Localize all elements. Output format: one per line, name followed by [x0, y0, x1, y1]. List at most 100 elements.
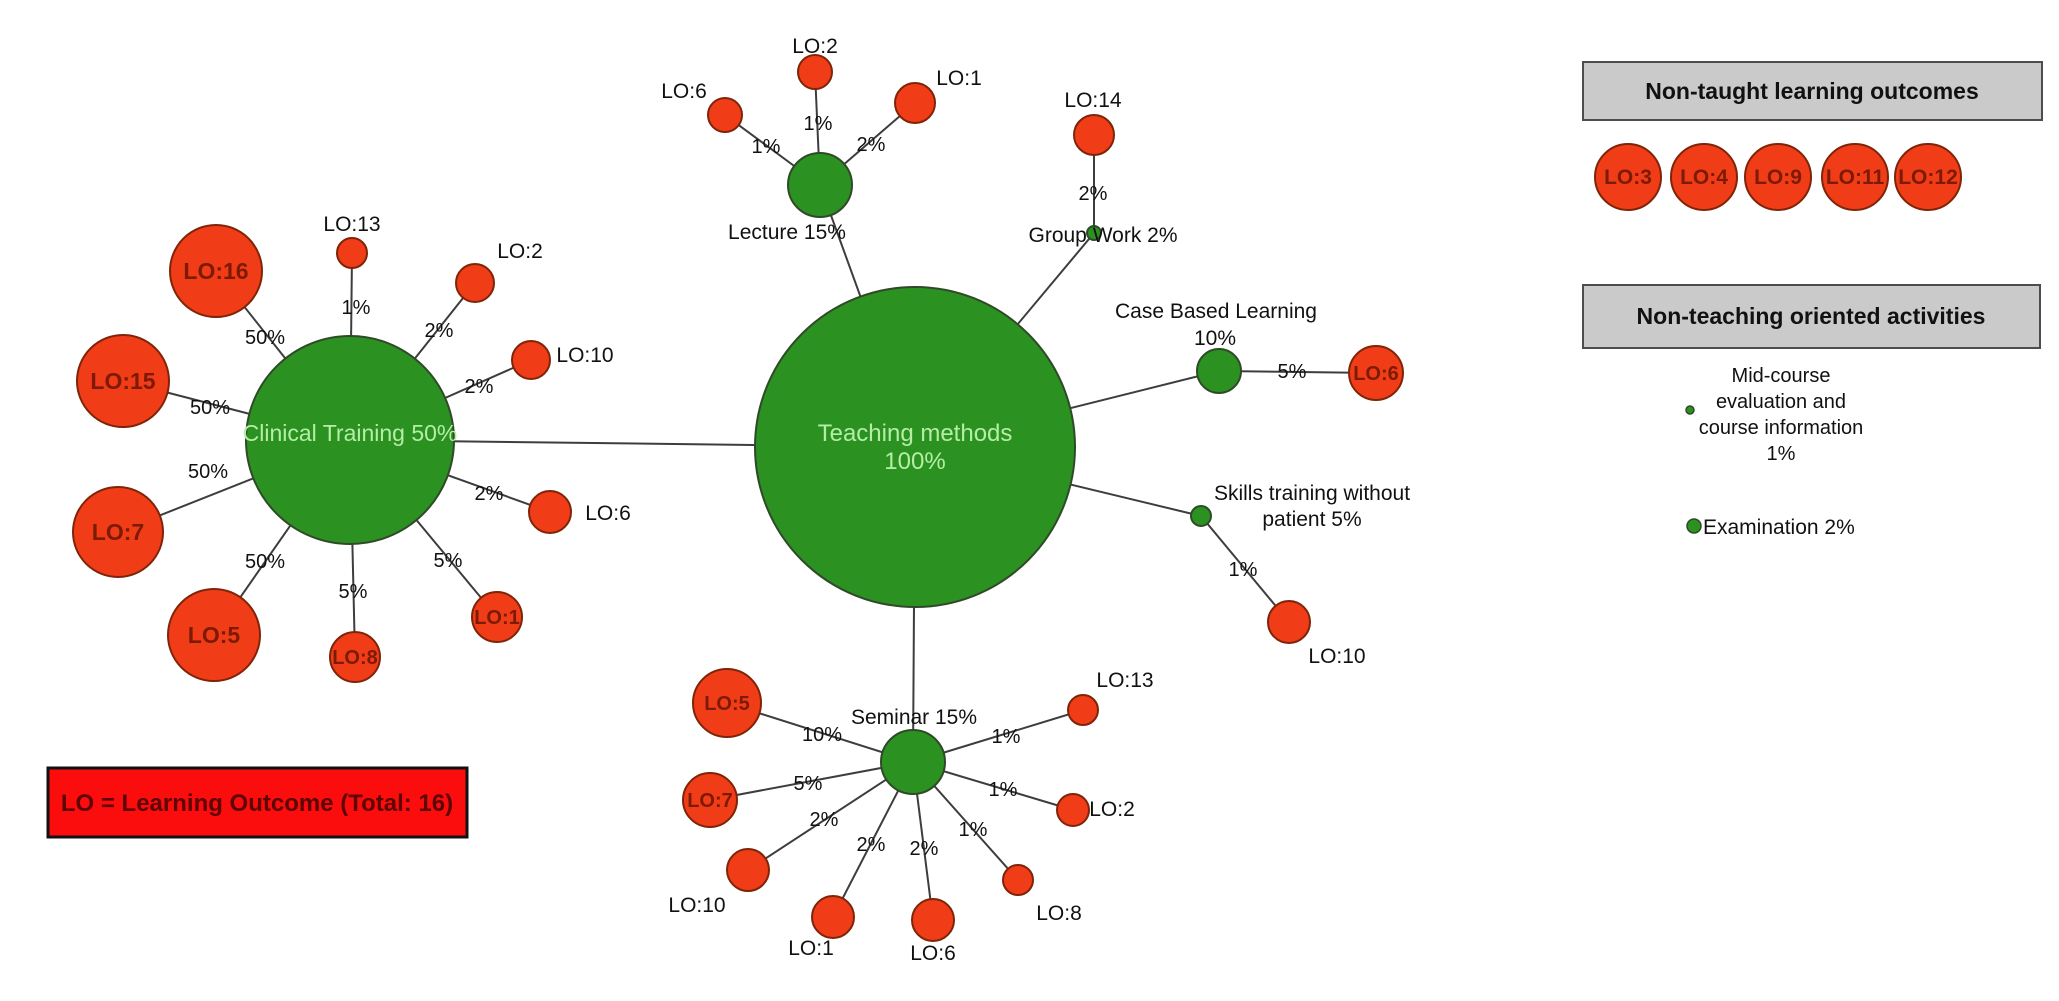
outcome-label-seminar-lo1: LO:1: [788, 937, 834, 960]
outcome-circle-clinical-lo10: [511, 340, 551, 380]
edge-percent-clinical-lo8: 5%: [339, 581, 368, 603]
outcome-circle-clinical-lo15: [76, 334, 170, 428]
edge-percent-cbl-lo6: 5%: [1278, 361, 1307, 383]
edge-percent-clinical-lo7: 50%: [188, 461, 228, 483]
legend-lo3-label: LO:3: [1604, 166, 1652, 189]
edge-percent-clinical-lo10: 2%: [465, 376, 494, 398]
non-teaching-legend: Non-teaching oriented activities Mid-cou…: [1582, 284, 2041, 539]
legend-lo9-label: LO:9: [1754, 166, 1802, 189]
outcome-edge-skills-lo10: [1200, 515, 1290, 623]
mid-course-line-4: 1%: [1767, 443, 1796, 465]
hub-circle-cbl: [1196, 348, 1242, 394]
non-teaching-legend-box: [1582, 284, 2041, 349]
outcome-circle-seminar-lo2: [1056, 793, 1090, 827]
hub-label-seminar-0: Seminar 15%: [851, 706, 977, 729]
outcome-circle-lecture-lo1: [894, 82, 936, 124]
non-taught-outcome-circles: LO:3 LO:4 LO:9 LO:11 LO:12: [1594, 143, 1962, 211]
legend-lo4-label: LO:4: [1680, 166, 1728, 189]
hub-circle-groupwork: [1086, 225, 1102, 241]
outcome-circle-clinical-lo8: [329, 631, 381, 683]
outcome-circle-clinical-lo7: [72, 486, 164, 578]
edge-percent-clinical-lo5: 50%: [245, 551, 285, 573]
hub-circle-skills: [1190, 505, 1212, 527]
outcome-label-clinical-lo6: LO:6: [585, 502, 631, 525]
edge-percent-clinical-lo2: 2%: [425, 320, 454, 342]
edge-percent-seminar-lo10: 2%: [810, 809, 839, 831]
outcome-label-clinical-lo16: LO:16: [183, 258, 248, 284]
hub-circle-lecture: [787, 152, 853, 218]
outcome-label-clinical-lo2: LO:2: [497, 240, 543, 263]
lo-note: LO = Learning Outcome (Total: 16): [46, 766, 469, 839]
outcome-label-clinical-lo10: LO:10: [556, 344, 613, 367]
outcome-label-lecture-lo6: LO:6: [661, 80, 707, 103]
outcome-circle-lecture-lo6: [707, 97, 743, 133]
non-taught-legend-box: [1582, 61, 2043, 121]
hub-label-teaching-0: Teaching methods: [818, 420, 1013, 447]
edge-percent-seminar-lo5: 10%: [802, 724, 842, 746]
non-teaching-legend-title: Non-teaching oriented activities: [1637, 303, 1986, 329]
legend-lo12-label: LO:12: [1898, 166, 1958, 189]
edge-percent-clinical-lo13: 1%: [342, 297, 371, 319]
outcome-label-clinical-lo1: LO:1: [474, 607, 520, 629]
hub-circle-clinical: [245, 335, 455, 545]
outcome-circle-seminar-lo5: [692, 668, 762, 738]
edge-percent-seminar-lo8: 1%: [959, 819, 988, 841]
hub-label-teaching-1: 100%: [884, 448, 945, 475]
outcome-circle-seminar-lo13: [1067, 694, 1099, 726]
outcome-circle-clinical-lo6: [528, 490, 572, 534]
hub-label-cbl-1: 10%: [1194, 327, 1236, 350]
edge-percent-seminar-lo13: 1%: [992, 726, 1021, 748]
lo-note-box: [46, 766, 469, 839]
hub-circle-teaching: [754, 286, 1076, 608]
edge-percent-clinical-lo6: 2%: [475, 483, 504, 505]
outcome-label-lecture-lo1: LO:1: [936, 67, 982, 90]
hub-label-skills-0: Skills training without: [1214, 482, 1410, 505]
outcome-label-groupwork-lo14: LO:14: [1064, 89, 1122, 112]
edge-percent-lecture-lo1: 2%: [857, 134, 886, 156]
outcome-label-clinical-lo15: LO:15: [90, 368, 155, 394]
outcome-label-seminar-lo13: LO:13: [1096, 669, 1153, 692]
outcome-label-clinical-lo5: LO:5: [188, 622, 241, 648]
nodes-layer: [72, 54, 1404, 942]
outcome-label-clinical-lo13: LO:13: [323, 213, 380, 236]
outcome-circle-clinical-lo5: [167, 588, 261, 682]
outcome-label-seminar-lo6: LO:6: [910, 942, 956, 965]
mid-course-line-3: course information: [1699, 417, 1864, 439]
lo-note-text: LO = Learning Outcome (Total: 16): [61, 790, 453, 817]
outcome-label-clinical-lo8: LO:8: [332, 647, 378, 669]
legend-lo11-label: LO:11: [1826, 166, 1885, 189]
outcome-label-seminar-lo7: LO:7: [687, 790, 733, 812]
outcome-circle-cbl-lo6: [1348, 345, 1404, 401]
legend-lo9-circle: [1744, 143, 1812, 211]
legend-lo12-circle: [1894, 143, 1962, 211]
outcome-circle-clinical-lo13: [336, 237, 368, 269]
hub-label-clinical-0: Clinical Training 50%: [243, 420, 458, 446]
outcome-label-skills-lo10: LO:10: [1308, 645, 1365, 668]
hub-label-skills-1: patient 5%: [1262, 508, 1361, 531]
outcome-circle-seminar-lo6: [911, 898, 955, 942]
hub-label-cbl-0: Case Based Learning: [1115, 300, 1317, 323]
edge-percent-lecture-lo6: 1%: [752, 136, 781, 158]
outcome-label-seminar-lo10: LO:10: [668, 894, 725, 917]
edge-percent-seminar-lo6: 2%: [910, 838, 939, 860]
hub-label-lecture-0: Lecture 15%: [728, 221, 846, 244]
legend-lo4-circle: [1670, 143, 1738, 211]
legend-lo3-circle: [1594, 143, 1662, 211]
outcome-edge-seminar-lo7: [709, 761, 914, 801]
outcome-circle-groupwork-lo14: [1073, 114, 1115, 156]
examination-label: Examination 2%: [1703, 516, 1855, 539]
outcome-circle-clinical-lo1: [471, 591, 523, 643]
outcome-label-seminar-lo5: LO:5: [704, 693, 750, 715]
outcome-circle-seminar-lo7: [682, 772, 738, 828]
edge-percent-clinical-lo15: 50%: [190, 397, 230, 419]
outcome-label-cbl-lo6: LO:6: [1353, 363, 1399, 385]
outcome-label-seminar-lo2: LO:2: [1089, 798, 1135, 821]
non-taught-legend-title: Non-taught learning outcomes: [1645, 78, 1979, 104]
examination-dot: [1686, 518, 1702, 534]
outcome-label-clinical-lo7: LO:7: [92, 519, 144, 545]
outcome-circle-skills-lo10: [1267, 600, 1311, 644]
outcome-circle-seminar-lo10: [726, 848, 770, 892]
